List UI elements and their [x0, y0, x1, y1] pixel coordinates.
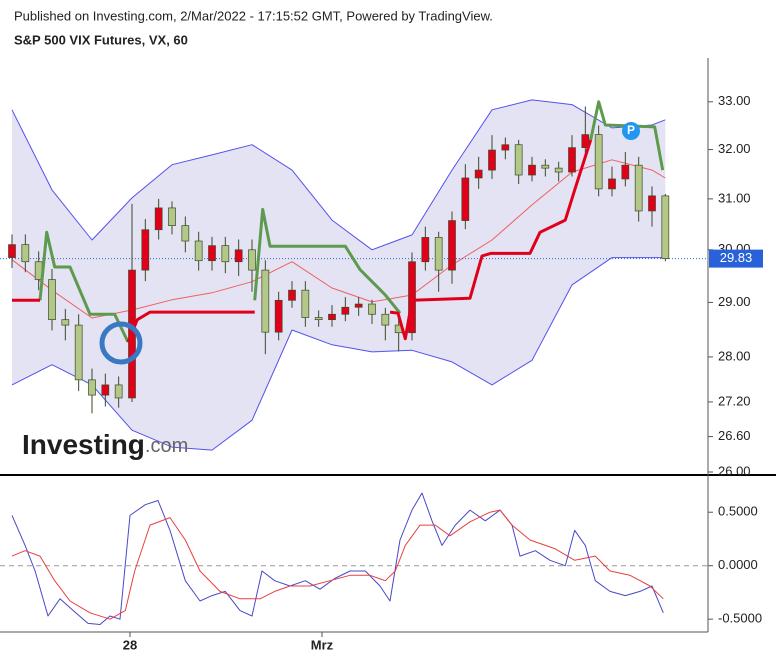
candle-body — [74, 324, 83, 381]
candle-body — [208, 245, 216, 262]
y-tick-label: 31.00 — [718, 190, 751, 205]
last-price-box — [709, 249, 763, 268]
logo: Investing.com — [22, 429, 188, 460]
y-tick-label: 0.5000 — [718, 504, 758, 519]
candle-body — [474, 169, 483, 179]
candle-body — [328, 313, 336, 321]
candle-body — [408, 261, 416, 334]
oscillator-line — [11, 492, 664, 625]
marker-label: P — [627, 123, 635, 137]
candle-body — [594, 134, 603, 190]
annotation-circle — [99, 321, 143, 365]
candle-body — [48, 279, 56, 321]
candle-body — [648, 195, 656, 212]
x-tick-label: Mrz — [311, 637, 334, 652]
last-price-label: 29.83 — [720, 250, 753, 265]
y-tick-label: 26.60 — [718, 428, 751, 443]
y-tick-label: 27.20 — [718, 393, 751, 408]
candle-body — [61, 319, 70, 326]
candle-body — [501, 144, 510, 151]
candle-body — [194, 240, 203, 262]
candle-body — [488, 149, 496, 171]
band-area — [12, 99, 666, 451]
candle-body — [461, 177, 470, 221]
candle-body — [301, 289, 310, 318]
candle-body — [221, 245, 230, 263]
candle-body — [234, 249, 243, 263]
y-tick-label: 0.0000 — [718, 557, 758, 572]
supertrend-line — [38, 100, 665, 343]
lower-band — [11, 257, 666, 451]
candle-body — [88, 379, 96, 396]
candle-body — [261, 269, 270, 333]
candle-body — [341, 306, 350, 315]
candle-body — [21, 244, 30, 263]
candle-body — [288, 289, 296, 301]
plot-area — [0, 99, 713, 637]
candle-body — [661, 195, 670, 259]
candle-body — [621, 164, 630, 180]
y-tick-label: 26.00 — [718, 463, 751, 478]
candle-body — [8, 244, 16, 258]
candle-body — [181, 225, 190, 242]
candle-body — [114, 384, 123, 399]
marker-badge — [622, 122, 640, 140]
candle-body — [448, 220, 456, 271]
logo-suffix: .com — [145, 435, 188, 457]
candle-body — [608, 178, 616, 190]
candle-body — [568, 147, 576, 173]
y-tick-label: 29.00 — [718, 294, 751, 309]
candle-body — [274, 299, 283, 333]
candle-body — [314, 317, 323, 321]
x-tick-label: 28 — [123, 637, 137, 652]
candle-body — [141, 229, 150, 271]
candle-body — [381, 313, 390, 326]
candle-body — [248, 249, 256, 271]
source-note: Published on Investing.com, 2/Mar/2022 -… — [14, 8, 493, 23]
candle-body — [541, 164, 550, 169]
y-tick-label: 32.00 — [718, 141, 751, 156]
candle-body — [368, 303, 376, 315]
candle-body — [434, 237, 443, 271]
logo-name: Investing — [22, 429, 145, 460]
candle-body — [354, 303, 363, 308]
y-tick-label: 33.00 — [718, 93, 751, 108]
candle-body — [421, 237, 430, 263]
candle-body — [101, 384, 110, 396]
candle-body — [634, 164, 643, 212]
candle-body — [554, 167, 563, 173]
candle-body — [528, 164, 536, 176]
middle-band — [11, 159, 666, 319]
candle-body — [168, 207, 176, 227]
upper-band — [11, 99, 666, 251]
candle-body — [154, 207, 163, 231]
y-tick-label: -0.5000 — [718, 611, 762, 626]
chart-title: S&P 500 VIX Futures, VX, 60 — [14, 32, 188, 47]
y-tick-label: 28.00 — [718, 348, 751, 363]
candle-body — [514, 144, 523, 176]
oscillator-line — [11, 509, 664, 620]
